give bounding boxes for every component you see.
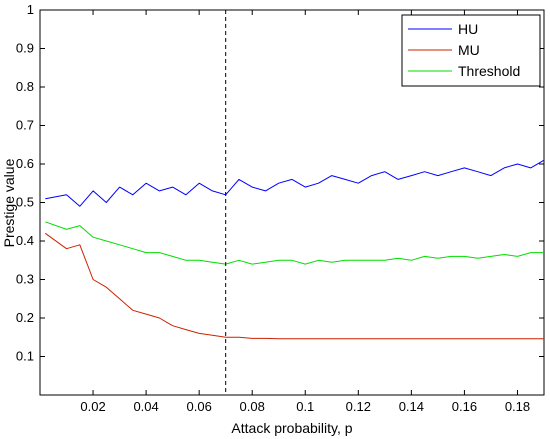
y-tick-label: 0.5 xyxy=(16,195,34,210)
y-tick-label: 0.4 xyxy=(16,233,34,248)
y-tick-label: 0.7 xyxy=(16,118,34,133)
legend-label: Threshold xyxy=(458,63,520,79)
y-axis: 0.1 0.2 0.3 0.4 0.5 0.6 0.7 0.8 0.9 1 xyxy=(16,2,544,364)
y-tick-label: 0.9 xyxy=(16,41,34,56)
y-tick-label: 0.3 xyxy=(16,272,34,287)
legend: HU MU Threshold xyxy=(401,14,541,87)
x-tick-label: 0.04 xyxy=(133,399,158,414)
x-tick-label: 0.08 xyxy=(240,399,265,414)
x-tick-label: 0.12 xyxy=(346,399,371,414)
x-axis: 0.02 0.04 0.06 0.08 0.1 0.12 0.14 0.16 0.18 xyxy=(80,10,530,414)
y-tick-label: 0.2 xyxy=(16,310,34,325)
legend-label: MU xyxy=(458,42,480,58)
series-lines xyxy=(45,159,545,340)
series-line-hu xyxy=(45,159,545,207)
x-axis-label: Attack probability, p xyxy=(231,420,352,436)
series-line-threshold xyxy=(45,221,544,265)
series-line-mu xyxy=(45,232,544,340)
y-tick-label: 0.8 xyxy=(16,79,34,94)
x-tick-label: 0.14 xyxy=(399,399,424,414)
y-tick-label: 0.1 xyxy=(16,349,34,364)
legend-label: HU xyxy=(458,21,478,37)
y-axis-label: Prestige value xyxy=(1,158,17,247)
y-tick-label: 0.6 xyxy=(16,156,34,171)
x-tick-label: 0.1 xyxy=(296,399,314,414)
x-tick-label: 0.16 xyxy=(452,399,477,414)
x-tick-label: 0.18 xyxy=(505,399,530,414)
x-tick-label: 0.06 xyxy=(187,399,212,414)
y-tick-label: 1 xyxy=(27,2,34,17)
x-tick-label: 0.02 xyxy=(80,399,105,414)
